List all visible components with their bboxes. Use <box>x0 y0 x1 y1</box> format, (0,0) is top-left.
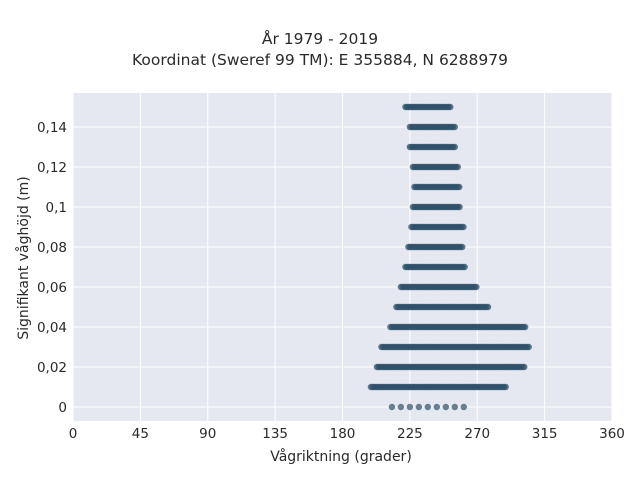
data-point <box>456 183 463 191</box>
point-band <box>406 123 458 131</box>
x-tick-label: 135 <box>262 426 288 442</box>
x-tick-labels: 0 45 90 135 180 225 270 315 360 <box>69 426 625 442</box>
y-tick-label: 0,14 <box>37 120 67 136</box>
data-point <box>484 303 492 311</box>
data-point <box>388 403 396 411</box>
data-point <box>451 123 458 131</box>
data-point <box>447 103 454 111</box>
y-tick-label: 0,04 <box>37 320 67 336</box>
x-tick-label: 315 <box>532 426 558 442</box>
point-band <box>378 343 532 351</box>
y-tick-label: 0,1 <box>46 200 67 216</box>
point-band <box>409 203 463 211</box>
data-point <box>461 263 468 271</box>
data-point <box>451 143 458 151</box>
data-point <box>451 403 458 411</box>
x-tick-label: 0 <box>69 426 78 442</box>
x-axis-label: Vågriktning (grader) <box>270 448 412 465</box>
x-tick-label: 225 <box>397 426 423 442</box>
data-points <box>367 103 532 411</box>
point-band <box>373 363 528 371</box>
chart-title-line1: År 1979 - 2019 <box>261 30 379 48</box>
data-point <box>397 403 405 411</box>
point-band <box>402 103 454 111</box>
y-tick-labels: 0 0,02 0,04 0,06 0,08 0,1 0,12 0,14 <box>37 120 67 416</box>
y-tick-label: 0,02 <box>37 360 67 376</box>
point-band <box>397 283 480 291</box>
data-point <box>525 343 532 351</box>
data-point <box>459 243 466 251</box>
chart-title-line2: Koordinat (Sweref 99 TM): E 355884, N 62… <box>132 51 508 69</box>
x-tick-label: 180 <box>330 426 356 442</box>
y-tick-label: 0 <box>58 400 67 416</box>
y-tick-label: 0,12 <box>37 160 67 176</box>
data-point <box>406 403 414 411</box>
data-point <box>424 403 432 411</box>
x-tick-label: 360 <box>599 426 625 442</box>
data-point <box>502 383 509 391</box>
point-band <box>387 323 529 331</box>
data-point <box>433 403 441 411</box>
point-band <box>367 383 509 391</box>
point-band <box>405 243 466 251</box>
point-band <box>393 303 492 311</box>
x-tick-label: 45 <box>132 426 149 442</box>
point-band <box>388 403 467 411</box>
point-band <box>411 183 463 191</box>
y-tick-label: 0,08 <box>37 240 67 256</box>
data-point <box>454 163 461 171</box>
data-point <box>442 403 450 411</box>
data-point <box>521 363 528 371</box>
point-band <box>402 263 468 271</box>
y-axis-label: Signifikant våghöjd (m) <box>15 176 32 339</box>
x-tick-label: 270 <box>464 426 490 442</box>
data-point <box>460 403 467 411</box>
data-point <box>456 203 463 211</box>
point-band <box>408 223 467 231</box>
x-tick-label: 90 <box>199 426 216 442</box>
gridlines <box>72 93 613 421</box>
data-point <box>460 223 467 231</box>
data-point <box>521 323 529 331</box>
point-band <box>406 143 458 151</box>
point-band <box>409 163 461 171</box>
data-point <box>473 283 480 291</box>
data-point <box>415 403 423 411</box>
y-tick-label: 0,06 <box>37 280 67 296</box>
